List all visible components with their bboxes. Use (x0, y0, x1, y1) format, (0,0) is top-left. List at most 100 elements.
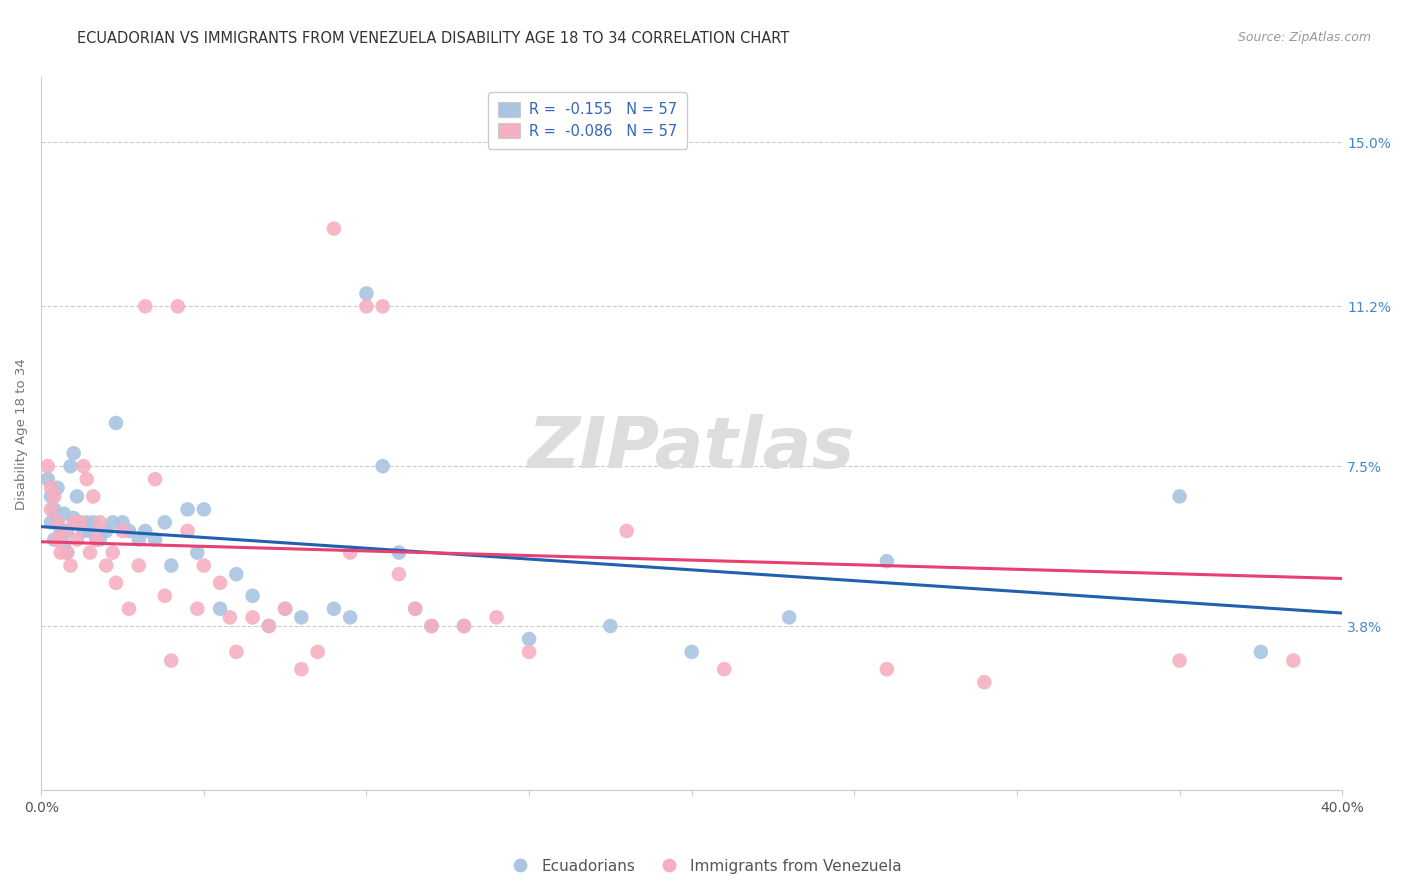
Point (1282, 654, 1305, 668)
Point (118, 601, 141, 615)
Point (388, 567, 411, 582)
Point (371, 299, 394, 313)
Point (62, 516, 84, 530)
Point (49, 524, 72, 538)
Point (143, 472, 166, 486)
Point (46, 516, 69, 530)
Point (193, 558, 215, 573)
Point (39, 502, 62, 516)
Point (69, 516, 91, 530)
Point (44, 502, 66, 516)
Point (290, 662, 312, 676)
Point (86, 533, 108, 547)
Point (176, 524, 198, 538)
Point (193, 502, 215, 516)
Point (307, 645, 329, 659)
Point (72, 459, 94, 474)
Point (225, 567, 247, 582)
Point (56, 545, 79, 559)
Point (404, 601, 426, 615)
Point (616, 524, 638, 538)
Point (356, 299, 378, 313)
Point (257, 619, 280, 633)
Point (485, 610, 508, 624)
Point (778, 610, 800, 624)
Point (274, 601, 297, 615)
Point (153, 589, 176, 603)
Point (160, 558, 183, 573)
Point (101, 545, 124, 559)
Point (49, 545, 72, 559)
Point (128, 533, 150, 547)
Point (89, 516, 111, 530)
Point (1168, 654, 1191, 668)
Point (79, 545, 101, 559)
Point (46, 533, 69, 547)
Point (176, 502, 198, 516)
Point (79, 524, 101, 538)
Point (404, 601, 426, 615)
Point (44, 533, 66, 547)
Point (453, 619, 475, 633)
Point (876, 554, 898, 568)
Point (186, 545, 208, 559)
Point (111, 524, 134, 538)
Point (209, 575, 232, 590)
Point (96, 524, 118, 538)
Point (218, 610, 240, 624)
Point (209, 601, 232, 615)
Point (62, 446, 84, 460)
Point (517, 645, 540, 659)
Point (274, 601, 297, 615)
Point (160, 654, 183, 668)
Point (69, 516, 91, 530)
Point (186, 601, 208, 615)
Point (322, 221, 344, 235)
Point (242, 610, 264, 624)
Point (101, 516, 124, 530)
Y-axis label: Disability Age 18 to 34: Disability Age 18 to 34 (15, 358, 28, 509)
Point (66, 533, 89, 547)
Point (153, 516, 176, 530)
Legend: R =  -0.155   N = 57, R =  -0.086   N = 57: R = -0.155 N = 57, R = -0.086 N = 57 (488, 92, 688, 149)
Point (681, 645, 703, 659)
Point (66, 490, 89, 504)
Point (166, 299, 188, 313)
Text: ZIPatlas: ZIPatlas (529, 414, 855, 483)
Point (86, 533, 108, 547)
Point (46, 516, 69, 530)
Point (82, 490, 104, 504)
Point (143, 533, 166, 547)
Point (118, 524, 141, 538)
Point (111, 516, 134, 530)
Point (225, 645, 247, 659)
Point (973, 675, 995, 690)
Point (44, 490, 66, 504)
Point (82, 516, 104, 530)
Point (339, 545, 361, 559)
Point (128, 558, 150, 573)
Point (72, 524, 94, 538)
Point (59, 459, 82, 474)
Point (46, 481, 69, 495)
Point (76, 472, 98, 486)
Point (52, 537, 75, 551)
Text: ECUADORIAN VS IMMIGRANTS FROM VENEZUELA DISABILITY AGE 18 TO 34 CORRELATION CHAR: ECUADORIAN VS IMMIGRANTS FROM VENEZUELA … (77, 31, 790, 46)
Point (517, 632, 540, 646)
Point (876, 662, 898, 676)
Point (290, 610, 312, 624)
Point (388, 545, 411, 559)
Point (37, 472, 59, 486)
Point (713, 662, 735, 676)
Point (1168, 490, 1191, 504)
Point (89, 533, 111, 547)
Point (322, 601, 344, 615)
Point (105, 416, 128, 430)
Point (356, 286, 378, 301)
Point (453, 619, 475, 633)
Point (1250, 645, 1272, 659)
Point (599, 619, 621, 633)
Point (39, 490, 62, 504)
Point (96, 558, 118, 573)
Legend: Ecuadorians, Immigrants from Venezuela: Ecuadorians, Immigrants from Venezuela (498, 853, 908, 880)
